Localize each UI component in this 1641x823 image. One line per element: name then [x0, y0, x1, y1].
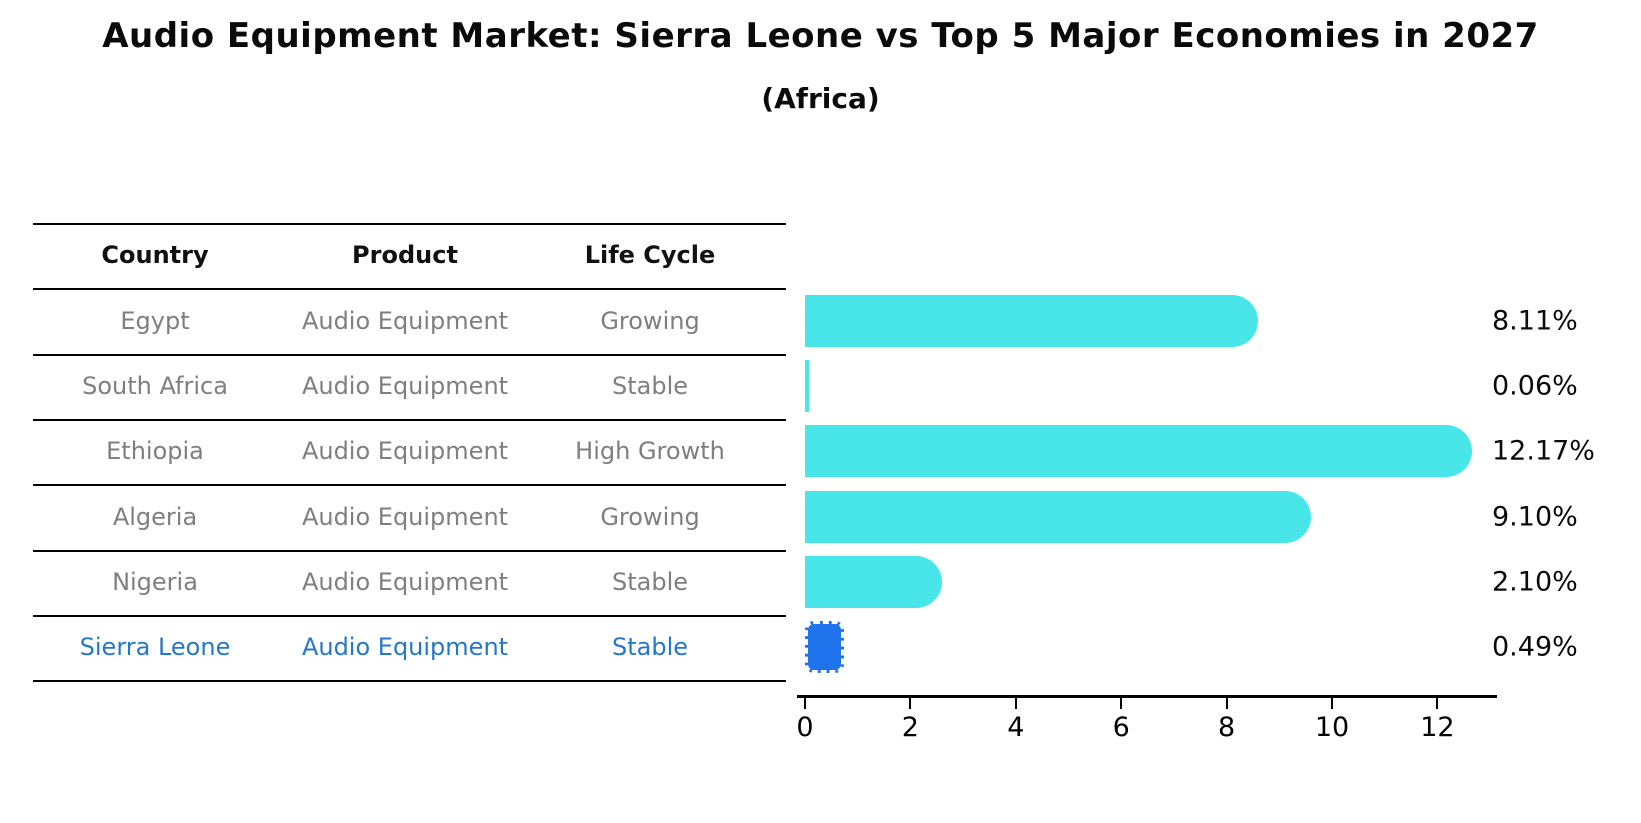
bar-sierra-leone — [805, 621, 844, 673]
x-axis-tick — [1120, 698, 1123, 709]
x-axis-line — [797, 695, 1497, 698]
bar-value-label: 0.06% — [1492, 370, 1578, 402]
table-row-separator — [33, 484, 786, 486]
x-axis-tick-label: 12 — [1420, 712, 1455, 743]
column-header-product: Product — [352, 241, 458, 269]
x-axis-tick — [804, 698, 806, 709]
x-axis-tick — [909, 698, 912, 709]
table-row-separator — [33, 615, 786, 617]
bar-algeria — [805, 491, 1311, 543]
x-axis-tick-label: 8 — [1218, 712, 1236, 743]
product-cell: Audio Equipment — [301, 437, 509, 465]
country-cell: Egypt — [120, 307, 190, 335]
life-cycle-cell: Stable — [611, 372, 689, 400]
x-axis-tick — [1014, 698, 1017, 709]
bar-value-label: 2.10% — [1492, 566, 1578, 598]
bar-value-label: 8.11% — [1492, 305, 1578, 337]
table-row-separator — [33, 288, 786, 290]
x-axis-tick — [1331, 698, 1333, 709]
table-row-separator — [33, 419, 786, 421]
bar-ethiopia — [805, 425, 1473, 477]
table-row-separator — [33, 223, 786, 225]
column-header-life-cycle: Life Cycle — [584, 241, 716, 269]
country-cell: Ethiopia — [106, 437, 204, 465]
x-axis-tick-label: 0 — [796, 712, 814, 743]
product-cell: Audio Equipment — [301, 307, 509, 335]
page-title: Audio Equipment Market: Sierra Leone vs … — [102, 16, 1539, 56]
country-cell: South Africa — [82, 372, 228, 400]
bar-value-label: 0.49% — [1492, 631, 1578, 663]
x-axis-tick — [1225, 698, 1228, 709]
bar-value-label: 12.17% — [1492, 435, 1595, 467]
x-axis-tick-label: 2 — [901, 712, 919, 743]
product-cell: Audio Equipment — [301, 503, 509, 531]
life-cycle-cell: Growing — [600, 503, 700, 531]
bar-value-label: 9.10% — [1492, 501, 1578, 533]
x-axis-tick-label: 10 — [1314, 712, 1350, 743]
country-cell: Nigeria — [112, 568, 198, 596]
country-cell: Algeria — [112, 503, 198, 531]
country-cell: Sierra Leone — [79, 633, 231, 661]
table-row-separator — [33, 354, 786, 356]
bar-south-africa — [805, 360, 809, 412]
x-axis-tick-label: 6 — [1112, 712, 1130, 743]
life-cycle-cell: High Growth — [575, 437, 725, 465]
life-cycle-cell: Growing — [600, 307, 700, 335]
bar-nigeria — [805, 556, 942, 608]
column-header-country: Country — [101, 241, 209, 269]
life-cycle-cell: Stable — [611, 568, 689, 596]
table-row-separator — [33, 550, 786, 552]
bar-egypt — [805, 295, 1259, 347]
product-cell: Audio Equipment — [301, 568, 509, 596]
product-cell: Audio Equipment — [301, 633, 509, 661]
table-row-separator — [33, 680, 786, 682]
product-cell: Audio Equipment — [301, 372, 509, 400]
x-axis-tick-label: 4 — [1007, 712, 1025, 743]
page-subtitle: (Africa) — [761, 82, 880, 115]
life-cycle-cell: Stable — [611, 633, 689, 661]
x-axis-tick — [1436, 698, 1439, 709]
